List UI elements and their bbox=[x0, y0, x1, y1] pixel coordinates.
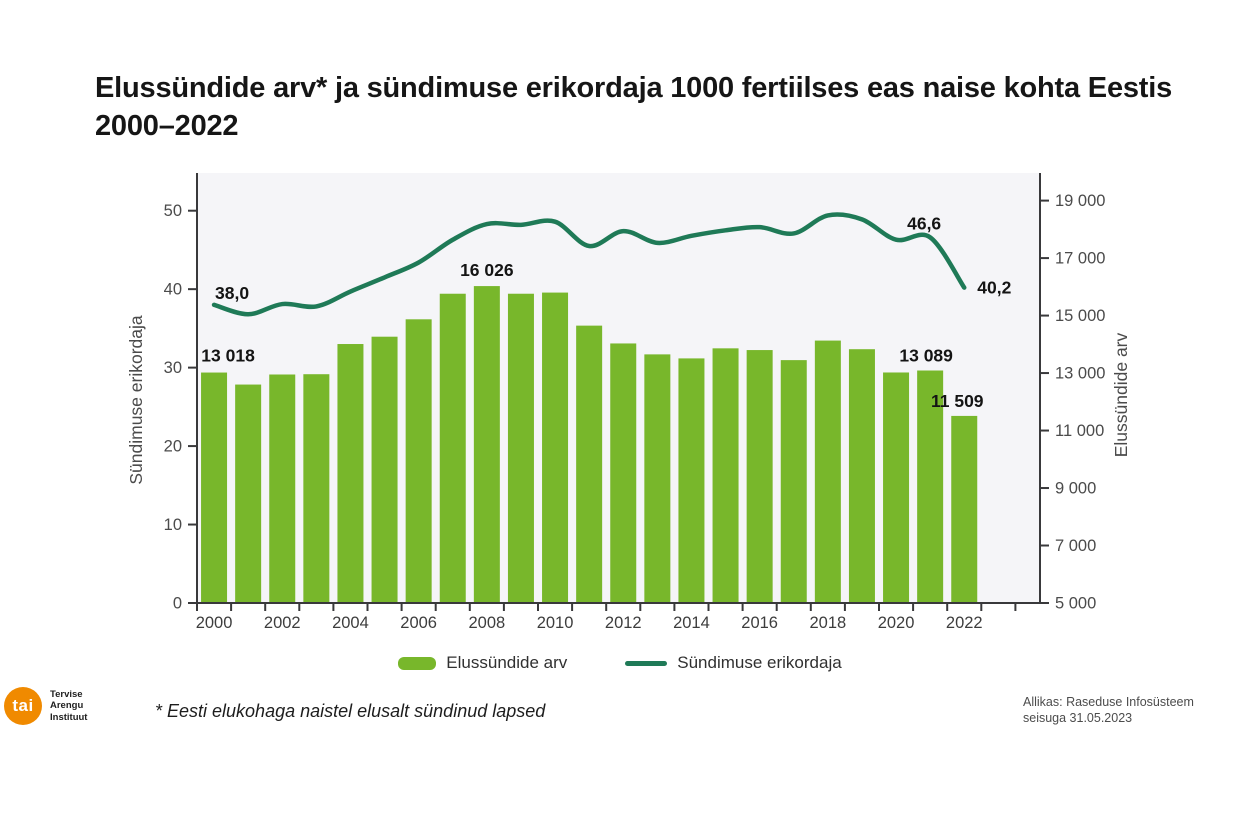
svg-text:2006: 2006 bbox=[400, 614, 437, 632]
svg-text:10: 10 bbox=[164, 516, 182, 534]
svg-text:2012: 2012 bbox=[605, 614, 642, 632]
bar-2001 bbox=[235, 384, 262, 603]
bar-2021 bbox=[917, 370, 944, 603]
svg-text:2016: 2016 bbox=[741, 614, 778, 632]
bar-2022 bbox=[951, 415, 978, 603]
svg-text:13 000: 13 000 bbox=[1055, 365, 1105, 383]
svg-text:2010: 2010 bbox=[537, 614, 574, 632]
logo-org-line2: Arengu bbox=[50, 700, 84, 712]
source-line2: seisuga 31.05.2023 bbox=[1023, 711, 1133, 725]
bar-2007 bbox=[439, 293, 466, 603]
bar-2013 bbox=[644, 354, 671, 603]
svg-text:2018: 2018 bbox=[809, 614, 846, 632]
svg-text:2020: 2020 bbox=[878, 614, 915, 632]
value-label-bar-2008: 16 026 bbox=[460, 260, 514, 280]
svg-text:30: 30 bbox=[164, 359, 182, 377]
value-label-line-2000: 38,0 bbox=[215, 283, 249, 303]
bar-2012 bbox=[610, 343, 637, 603]
svg-text:2002: 2002 bbox=[264, 614, 301, 632]
svg-text:5 000: 5 000 bbox=[1055, 595, 1096, 613]
bar-2002 bbox=[269, 374, 296, 603]
bar-2008 bbox=[473, 286, 500, 603]
bar-2014 bbox=[678, 358, 705, 603]
bar-2009 bbox=[507, 293, 534, 603]
bar-2000 bbox=[201, 372, 228, 603]
bar-2015 bbox=[712, 348, 739, 603]
bar-2017 bbox=[780, 360, 807, 603]
svg-text:2014: 2014 bbox=[673, 614, 710, 632]
bar-swatch-icon bbox=[398, 656, 437, 670]
page-title: Elussündide arv* ja sündimuse erikordaja… bbox=[95, 72, 1173, 142]
value-label-bar-2021: 13 089 bbox=[899, 345, 953, 365]
bar-2005 bbox=[371, 336, 398, 603]
svg-text:20: 20 bbox=[164, 438, 182, 456]
right-axis-label: Elussündide arv bbox=[1111, 332, 1131, 457]
svg-text:2004: 2004 bbox=[332, 614, 369, 632]
bar-2019 bbox=[848, 349, 875, 603]
legend-label-rate: Sündimuse erikordaja bbox=[677, 653, 842, 672]
svg-text:11 000: 11 000 bbox=[1055, 422, 1104, 440]
legend-item-births: Elussündide arv bbox=[398, 653, 567, 673]
source-line1: Allikas: Raseduse Infosüsteem bbox=[1023, 695, 1194, 709]
tai-logo: tai Tervise Arengu Instituut bbox=[4, 687, 87, 725]
svg-text:17 000: 17 000 bbox=[1055, 250, 1105, 268]
logo-org-line1: Tervise bbox=[50, 688, 83, 700]
svg-text:0: 0 bbox=[173, 595, 182, 613]
svg-text:40: 40 bbox=[164, 281, 182, 299]
legend-label-births: Elussündide arv bbox=[446, 653, 568, 672]
value-label-line-2021: 46,6 bbox=[907, 213, 941, 233]
value-label-line-2022: 40,2 bbox=[977, 278, 1011, 298]
logo-org-line3: Instituut bbox=[50, 711, 88, 723]
line-swatch-icon bbox=[625, 660, 668, 666]
svg-text:19 000: 19 000 bbox=[1055, 192, 1105, 210]
source-text: Allikas: Raseduse Infosüsteem seisuga 31… bbox=[1023, 694, 1213, 726]
bar-2004 bbox=[337, 344, 364, 603]
value-label-bar-2000: 13 018 bbox=[201, 346, 255, 366]
svg-text:9 000: 9 000 bbox=[1055, 480, 1096, 498]
legend-item-rate: Sündimuse erikordaja bbox=[625, 653, 842, 673]
bar-2003 bbox=[303, 374, 330, 603]
chart-legend: Elussündide arv Sündimuse erikordaja bbox=[0, 653, 1240, 673]
value-label-bar-2022: 11 509 bbox=[931, 391, 984, 411]
rate-line bbox=[211, 212, 967, 317]
svg-text:15 000: 15 000 bbox=[1055, 307, 1105, 325]
svg-text:2008: 2008 bbox=[468, 614, 505, 632]
logo-org-name: Tervise Arengu Instituut bbox=[50, 689, 87, 724]
bar-2016 bbox=[746, 350, 773, 603]
left-axis-label: Sündimuse erikordaja bbox=[126, 315, 146, 485]
bar-2018 bbox=[814, 340, 841, 603]
svg-text:2022: 2022 bbox=[946, 614, 983, 632]
bar-2010 bbox=[542, 292, 569, 603]
svg-text:7 000: 7 000 bbox=[1055, 537, 1096, 555]
bar-2011 bbox=[576, 325, 603, 603]
svg-text:50: 50 bbox=[164, 202, 182, 220]
bar-2006 bbox=[405, 319, 432, 603]
tai-logo-icon: tai bbox=[4, 687, 42, 725]
bar-2020 bbox=[883, 372, 910, 603]
svg-text:2000: 2000 bbox=[196, 614, 233, 632]
footnote: * Eesti elukohaga naistel elusalt sündin… bbox=[155, 701, 546, 721]
